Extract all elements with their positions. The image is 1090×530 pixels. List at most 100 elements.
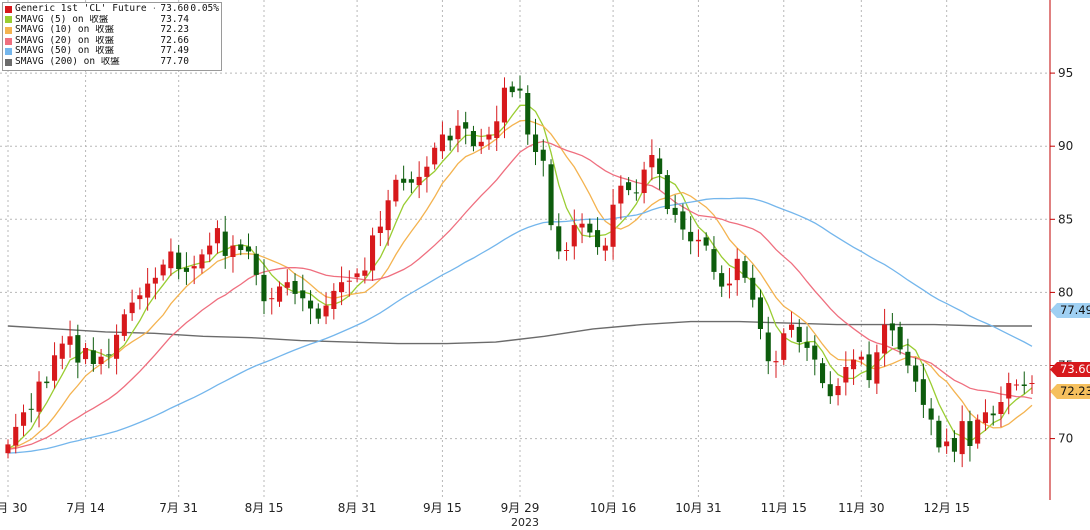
candle-body [67,336,73,345]
candle-body [649,155,655,168]
date-axis: 6月 30 7月 14 7月 31 8月 15 8月 31 9月 15 9月 29 10月 1… [0,501,970,515]
sma10-line [7,119,1033,450]
candle-body [463,122,469,129]
legend-row-sma5: SMAVG (5) on 收盤 73.74 [5,14,219,26]
candle-body [261,274,267,302]
candle-body [470,131,476,147]
legend-label-sma50: SMAVG (50) on 收盤 [15,46,115,57]
legend-value-sma20: 72.66 [160,34,189,46]
candle-body [548,164,554,226]
candle-body [610,204,616,247]
candle-body [52,355,58,381]
candle-body [245,246,251,252]
x-tick-label: 7月 31 [159,501,198,515]
candle-body [362,270,368,276]
candle-body [230,245,236,257]
candle-body [160,264,166,276]
sma50-line [7,197,1033,454]
candle-body [517,88,523,91]
candle-body [269,298,275,300]
candle-body [401,178,407,183]
candle-body [765,332,771,362]
candle-body [354,273,360,278]
legend-label-sma10: SMAVG (10) on 收盤 [15,25,115,36]
candle-body [284,282,290,288]
candle-body [789,324,795,330]
candle-body [137,295,143,300]
candle-body [626,182,632,191]
candle-body [222,231,228,256]
x-tick-label: 12月 15 [923,501,969,515]
legend-value-sma200: 77.70 [160,55,189,67]
candle-body [843,367,849,383]
candles [5,75,1035,468]
candle-body [323,305,329,317]
candle-body [214,228,220,244]
candle-body [1006,383,1012,399]
candle-body [439,134,445,152]
y-tick-label: 95 [1058,66,1073,80]
legend-swatch-sma20 [5,37,12,45]
candle-body [292,281,298,294]
candle-body [967,421,973,446]
legend-swatch-sma5 [5,16,12,24]
candle-body [331,290,337,309]
legend-label-price: Generic 1st 'CL' Future - 最新價 [15,4,155,14]
candle-body [21,412,27,426]
legend-row-sma20: SMAVG (20) on 收盤 72.66 [5,34,219,47]
candle-body [253,253,259,275]
candle-body [672,207,678,215]
legend-label-sma20: SMAVG (20) on 收盤 [15,35,115,46]
legend-row-sma200: SMAVG (200) on 收盤 77.70 [5,55,219,68]
candle-body [44,381,50,384]
candle-body [486,134,492,140]
candle-body [920,379,926,405]
candle-body [618,185,624,204]
legend: Generic 1st 'CL' Future - 最新價 73.60 0.05… [2,2,222,71]
candle-body [928,408,934,420]
candle-body [509,86,515,93]
candle-body [455,125,461,140]
candle-body [1029,383,1035,384]
candle-body [564,250,570,251]
sma20-line [7,140,1033,450]
candle-body [695,239,701,242]
candle-body [913,365,919,382]
x-tick-label: 11月 30 [838,501,884,515]
candle-body [393,179,399,202]
candle-body [781,333,787,360]
candle-body [851,359,857,370]
candle-body [812,345,818,360]
candle-body [641,169,647,193]
candle-body [168,251,174,269]
candle-body [315,308,321,319]
x-tick-label: 6月 30 [0,501,27,515]
x-tick-label: 8月 15 [245,501,284,515]
candle-body [1021,384,1027,386]
candle-body [408,179,414,183]
candle-body [370,235,376,271]
candle-body [346,280,352,282]
candle-body [416,176,422,186]
candle-body [377,226,383,233]
candle-body [944,441,950,447]
candle-body [501,87,507,123]
candle-body [757,297,763,329]
candle-body [742,261,748,278]
legend-swatch-sma50 [5,48,12,56]
candle-body [858,356,864,360]
candle-body [28,408,34,410]
candle-body [59,343,65,359]
candle-body [998,402,1004,414]
legend-label-sma5: SMAVG (5) on 收盤 [15,14,109,25]
sma200-line [7,320,1032,345]
candle-body [796,326,802,343]
legend-change-price: 0.05% [190,3,219,14]
candle-body [734,258,740,281]
x-tick-label: 11月 15 [761,501,807,515]
candle-body [308,300,314,309]
candle-body [571,225,577,247]
x-tick-label: 9月 15 [423,501,462,515]
candle-body [633,192,639,194]
candle-body [897,326,903,350]
